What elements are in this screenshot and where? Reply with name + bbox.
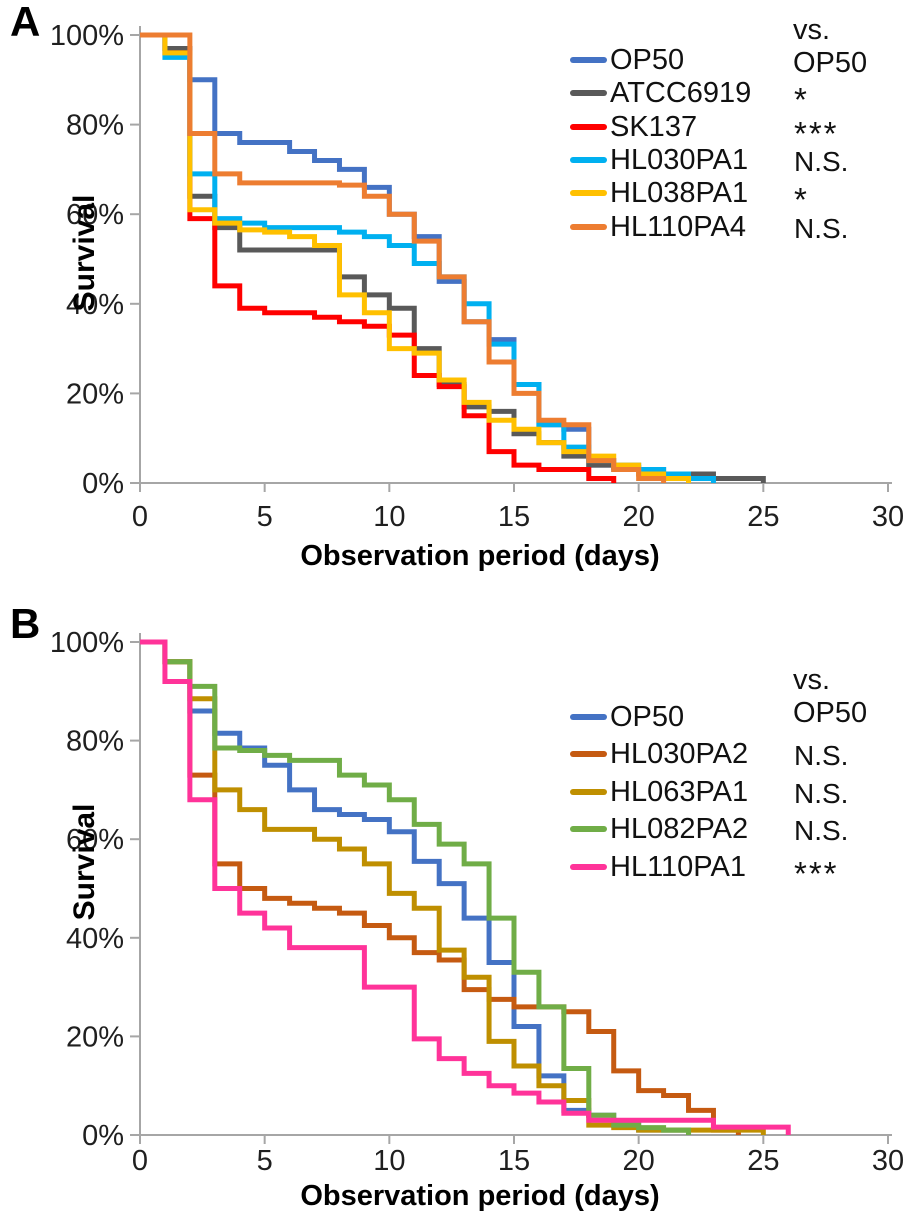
panel-a-x-tick-label: 0	[132, 501, 148, 533]
legend-line-swatch	[570, 826, 607, 832]
panel-b-x-tick-label: 0	[132, 1145, 148, 1177]
panel-a-legend-header: vs. OP50	[793, 14, 868, 79]
legend-item-hl030pa1: HL030PA1 N.S.	[570, 143, 912, 177]
panel-b-x-tick-label: 5	[257, 1145, 273, 1177]
panel-b-y-tick-label: 100%	[50, 627, 124, 659]
legend-label: HL030PA2	[610, 737, 749, 770]
panel-a-series-line-HL038PA1	[140, 32, 692, 483]
legend-label: SK137	[610, 110, 698, 143]
panel-a-y-tick-label: 0%	[82, 468, 124, 500]
legend-line-swatch	[570, 751, 607, 757]
panel-b-series-line-HL110PA1	[140, 639, 791, 1135]
panel-b-x-tick-label: 25	[747, 1145, 779, 1177]
panel-a-x-tick-label: 20	[623, 501, 655, 533]
legend-item-sk137: SK137 ***	[570, 110, 912, 152]
panel-b-label: B	[10, 600, 41, 647]
panel-b-y-tick-label: 80%	[66, 726, 124, 758]
legend-item-op50-b: OP50	[570, 700, 912, 733]
panel-b-x-tick-label: 15	[498, 1145, 530, 1177]
significance-label: N.S.	[794, 815, 849, 846]
panel-a-y-tick-label: 60%	[66, 199, 124, 231]
legend-line-swatch	[570, 157, 607, 163]
legend-item-hl030pa2: HL030PA2 N.S.	[570, 737, 912, 771]
legend-item-hl110pa1: HL110PA1 ***	[570, 850, 912, 892]
legend-label: ATCC6919	[610, 76, 752, 109]
significance-label: N.S.	[794, 146, 849, 177]
panel-a-x-tick-label: 10	[373, 501, 405, 533]
panel-a-x-tick-label: 5	[257, 501, 273, 533]
legend-item-op50-a: OP50	[570, 43, 912, 76]
panel-a-x-axis-title: Observation period (days)	[300, 540, 660, 572]
panel-a-x-tick-label: 30	[872, 501, 904, 533]
panel-b-x-tick-label: 30	[872, 1145, 904, 1177]
panel-b-legend-header: vs. OP50	[793, 664, 868, 729]
legend-line-swatch	[570, 224, 607, 230]
legend-line-swatch	[570, 124, 607, 130]
panel-a-series-line-SK137	[140, 32, 617, 483]
legend-line-swatch	[570, 864, 607, 870]
panel-b-y-tick-label: 60%	[66, 824, 124, 856]
legend-item-hl110pa4: HL110PA4 N.S.	[570, 210, 912, 244]
legend-item-atcc6919: ATCC6919 *	[570, 76, 912, 118]
legend-label: OP50	[610, 43, 685, 76]
panel-a-y-axis-title: Survival	[68, 194, 101, 312]
legend-item-hl082pa2: HL082PA2 N.S.	[570, 812, 912, 846]
panel-a-x-tick-label: 15	[498, 501, 530, 533]
panel-b-series-line-HL082PA2	[140, 639, 692, 1135]
panel-a-label: A	[10, 0, 41, 45]
panel-a-y-tick-label: 20%	[66, 378, 124, 410]
panel-b-x-tick-label: 20	[623, 1145, 655, 1177]
panel-a-x-tick-label: 25	[747, 501, 779, 533]
significance-label: ***	[794, 115, 839, 152]
significance-label: *	[794, 181, 809, 218]
significance-label: N.S.	[794, 778, 849, 809]
panel-b-series-line-HL030PA2	[140, 639, 741, 1135]
panel-a-y-tick-label: 80%	[66, 110, 124, 142]
panel-b-x-axis-title: Observation period (days)	[300, 1180, 660, 1212]
panel-b-y-tick-label: 20%	[66, 1021, 124, 1053]
panel-b-y-tick-label: 0%	[82, 1120, 124, 1152]
panel-a-series-line-HL110PA4	[140, 32, 667, 483]
legend-label: HL110PA4	[610, 210, 746, 243]
panel-a-y-tick-label: 100%	[50, 20, 124, 52]
panel-b-x-tick-label: 10	[373, 1145, 405, 1177]
legend-line-swatch	[570, 714, 607, 720]
significance-label: *	[794, 81, 809, 118]
legend-label: HL110PA1	[610, 850, 746, 883]
panel-b-y-axis-title: Survival	[68, 803, 101, 921]
legend-item-hl038pa1: HL038PA1 *	[570, 176, 912, 218]
legend-line-swatch	[570, 90, 607, 96]
significance-label: ***	[794, 855, 839, 892]
legend-label: HL063PA1	[610, 775, 749, 808]
legend-item-hl063pa1: HL063PA1 N.S.	[570, 775, 912, 809]
panel-b-y-tick-label: 40%	[66, 923, 124, 955]
legend-label: HL030PA1	[610, 143, 749, 176]
panel-a-y-tick-label: 40%	[66, 289, 124, 321]
legend-label: HL038PA1	[610, 176, 749, 209]
significance-label: N.S.	[794, 213, 849, 244]
legend-line-swatch	[570, 789, 607, 795]
legend-line-swatch	[570, 190, 607, 196]
significance-label: N.S.	[794, 740, 849, 771]
legend-label: HL082PA2	[610, 812, 749, 845]
legend-label: OP50	[610, 700, 685, 733]
legend-line-swatch	[570, 57, 607, 63]
